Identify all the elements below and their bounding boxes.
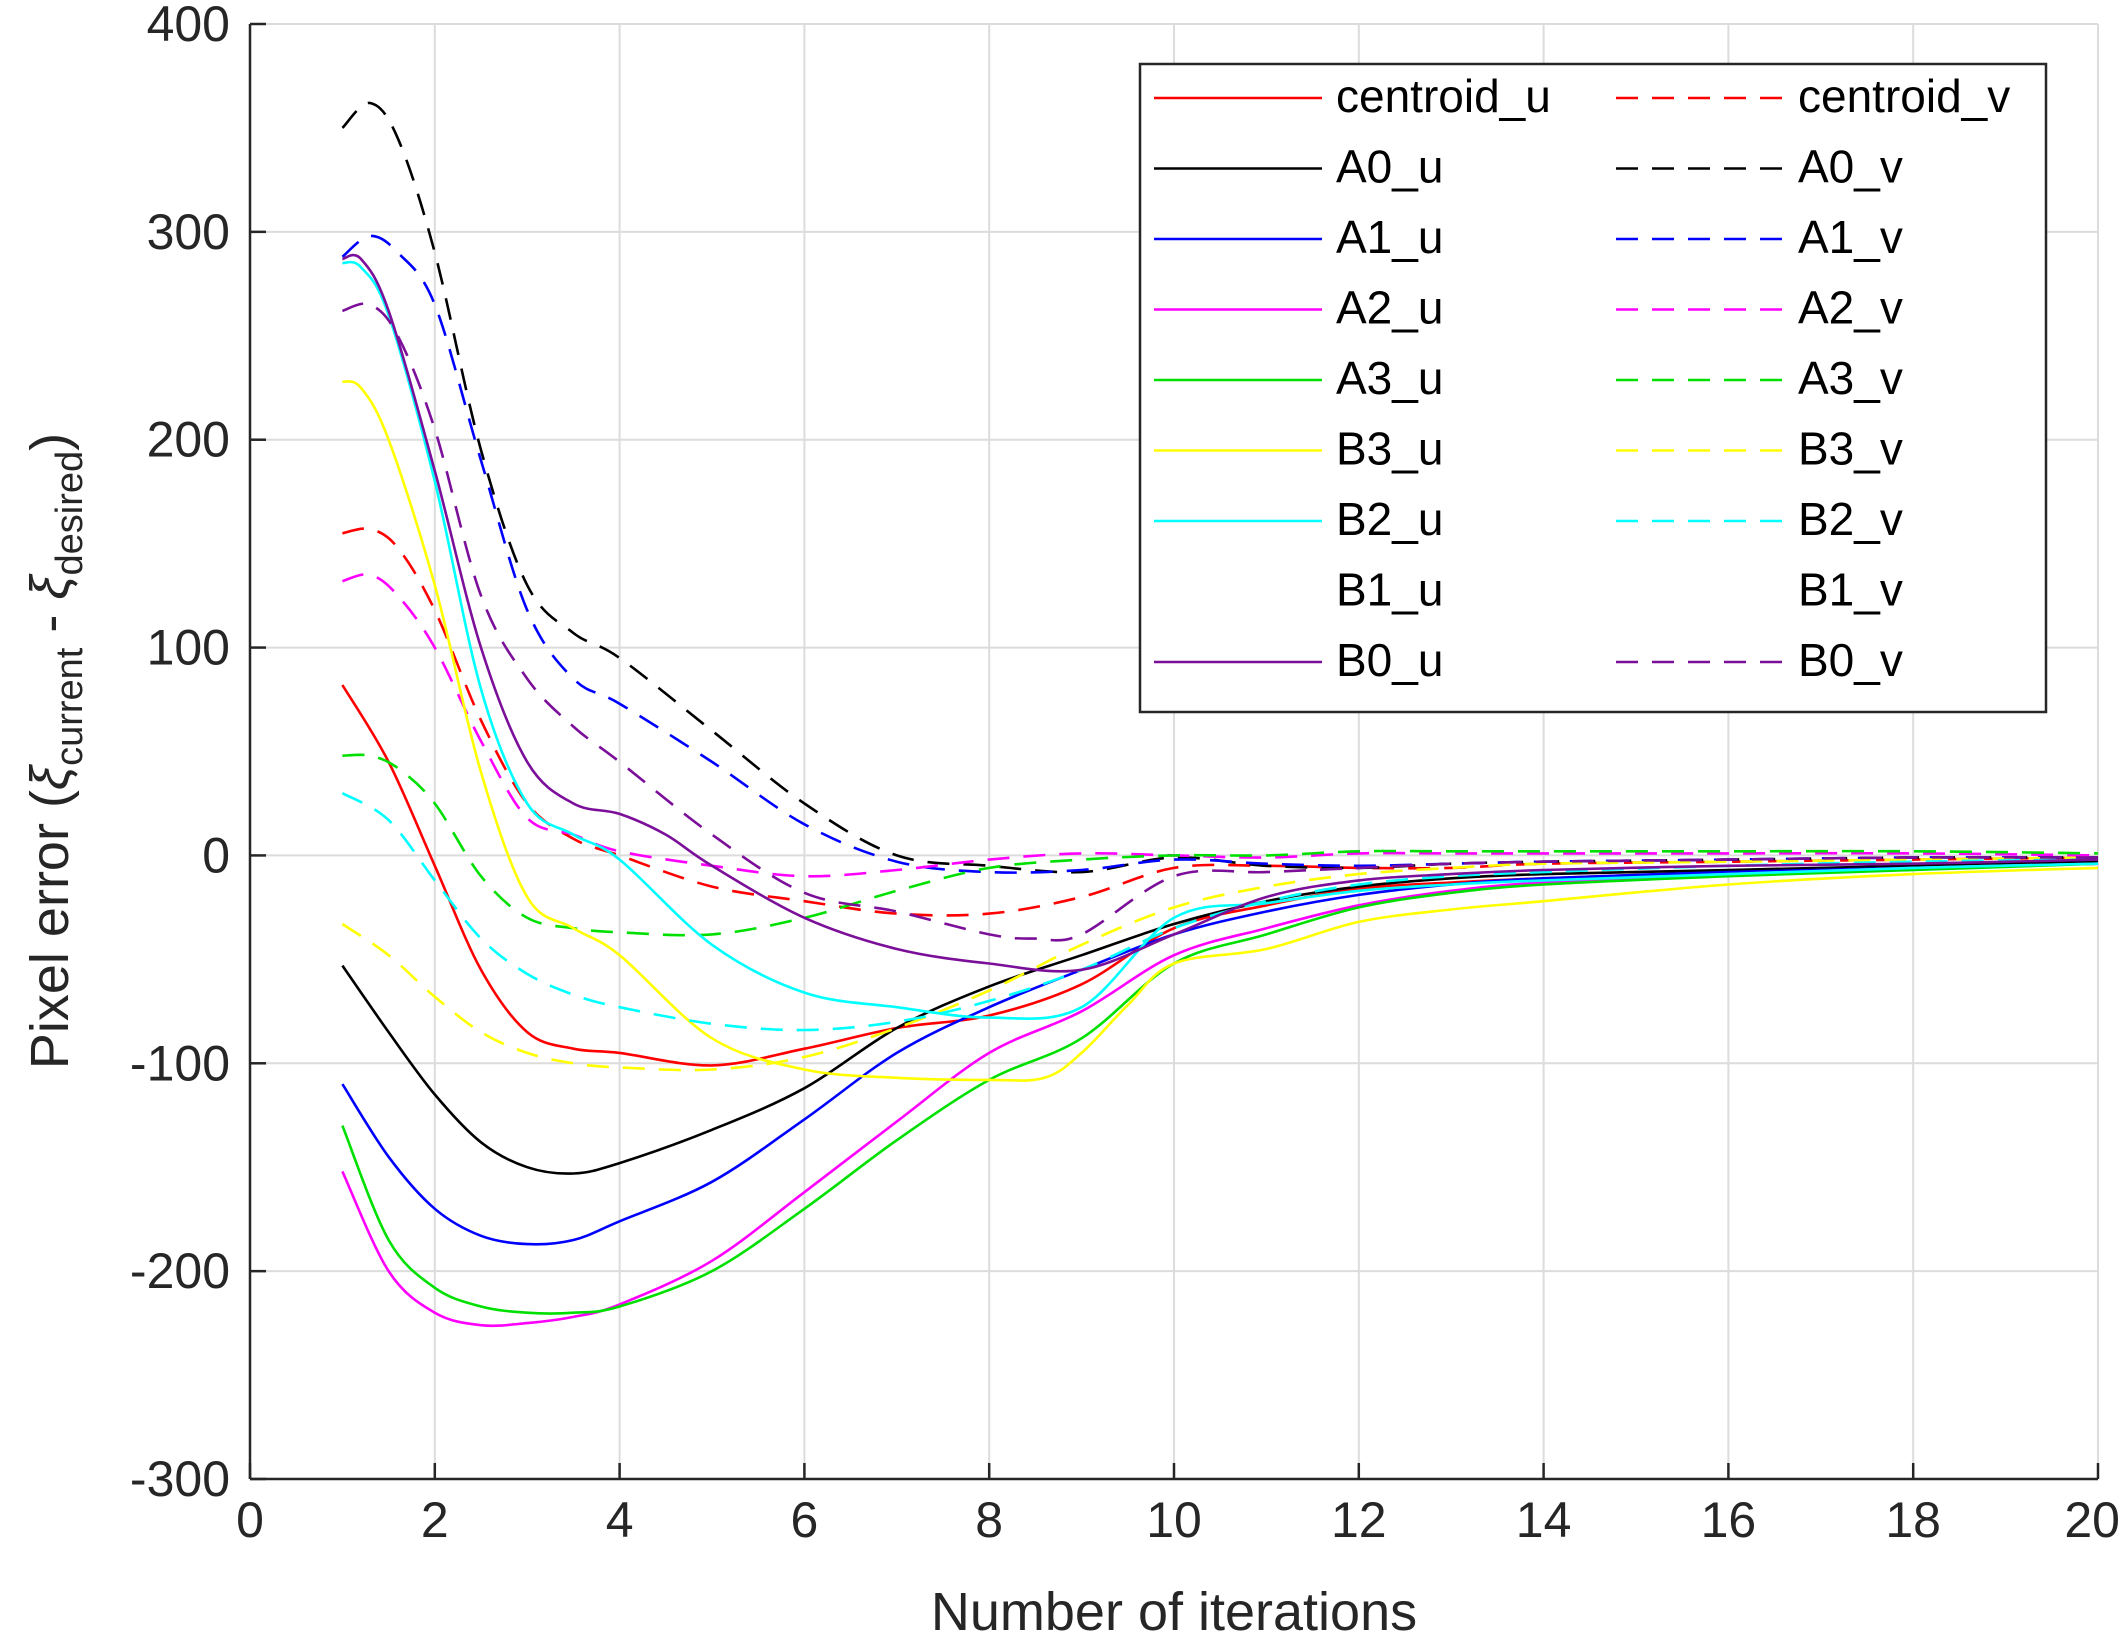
y-tick-label: 0 xyxy=(202,827,230,883)
legend-label-centroid-v: centroid_v xyxy=(1798,70,2010,122)
y-axis-label-mid: - xyxy=(20,600,80,648)
series-layer xyxy=(341,101,2099,1328)
y-axis-label-xi-desired: ξ xyxy=(20,573,80,600)
x-tick-label: 2 xyxy=(421,1492,449,1548)
legend-label-A3-v: A3_v xyxy=(1798,352,1903,404)
x-tick-label: 6 xyxy=(790,1492,818,1548)
y-axis-label-xi-current: ξ xyxy=(20,763,80,790)
legend-label-B3-u: B3_u xyxy=(1336,423,1443,475)
y-tick-label: 300 xyxy=(147,204,230,260)
x-tick-label: 18 xyxy=(1885,1492,1941,1548)
y-tick-label: 100 xyxy=(147,620,230,676)
y-tick-label: 200 xyxy=(147,412,230,468)
legend-box xyxy=(1138,62,2048,714)
legend-label-A1-v: A1_v xyxy=(1798,211,1903,263)
series-line-A2-v xyxy=(342,573,2099,878)
x-tick-label: 14 xyxy=(1516,1492,1572,1548)
y-axis-label-prefix: Pixel error ( xyxy=(20,790,80,1069)
y-axis-label: Pixel error (ξcurrent - ξdesired) xyxy=(20,433,91,1069)
series-line-A0-v xyxy=(341,101,2099,874)
x-tick-label: 4 xyxy=(606,1492,634,1548)
y-axis-label-sub-desired: desired xyxy=(49,451,91,576)
legend-label-centroid-u: centroid_u xyxy=(1336,70,1551,122)
y-tick-labels: -300 -200 -100 0 100 200 300 400 xyxy=(130,0,230,1507)
axes xyxy=(248,22,2100,1481)
series-line-B0-v xyxy=(341,302,2099,942)
series-line-centroid-v xyxy=(342,527,2099,917)
series-line-B3-v xyxy=(341,856,2099,1072)
y-tick-label: -300 xyxy=(130,1451,230,1507)
x-tick-labels: 0 2 4 6 8 10 12 14 16 18 20 xyxy=(236,1492,2120,1548)
legend-label-B1-u: B1_u xyxy=(1336,564,1443,616)
legend-label-A0-u: A0_u xyxy=(1336,141,1443,193)
y-axis-label-sub-current: current xyxy=(49,647,91,766)
series-line-B0-u xyxy=(342,253,2099,973)
series-line-A1-u xyxy=(341,862,2099,1246)
y-tick-label: -200 xyxy=(130,1243,230,1299)
legend-label-A3-u: A3_u xyxy=(1336,352,1443,404)
x-tick-label: 20 xyxy=(2064,1492,2120,1548)
legend: centroid_u centroid_v A0_u A0_v A1_u A1_v A2_u… xyxy=(1138,62,2048,714)
legend-label-A0-v: A0_v xyxy=(1798,141,1903,193)
y-tick-label: -100 xyxy=(130,1035,230,1091)
legend-label-B0-u: B0_u xyxy=(1336,634,1443,686)
x-tick-label: 0 xyxy=(236,1492,264,1548)
legend-label-A2-v: A2_v xyxy=(1798,282,1903,334)
series-line-A0-u xyxy=(341,860,2099,1175)
legend-label-A2-u: A2_u xyxy=(1336,282,1443,334)
legend-label-B0-v: B0_v xyxy=(1798,634,1903,686)
series-line-B3-u xyxy=(341,380,2099,1082)
legend-label-B1-v: B1_v xyxy=(1798,564,1903,616)
series-line-A3-v xyxy=(342,753,2099,937)
y-tick-label: 400 xyxy=(147,0,230,52)
x-axis-label: Number of iterations xyxy=(931,1582,1417,1642)
legend-label-A1-u: A1_u xyxy=(1336,211,1443,263)
x-tick-label: 12 xyxy=(1331,1492,1387,1548)
legend-label-B2-u: B2_u xyxy=(1336,493,1443,545)
legend-label-B2-v: B2_v xyxy=(1798,493,1903,545)
x-tick-label: 8 xyxy=(975,1492,1003,1548)
series-line-B2-u xyxy=(342,260,2099,1021)
x-tick-label: 10 xyxy=(1146,1492,1202,1548)
y-axis-label-suffix: ) xyxy=(20,433,80,451)
series-line-A1-v xyxy=(341,234,2099,874)
x-tick-label: 16 xyxy=(1701,1492,1757,1548)
series-line-A3-u xyxy=(341,862,2099,1315)
legend-label-B3-v: B3_v xyxy=(1798,423,1903,475)
